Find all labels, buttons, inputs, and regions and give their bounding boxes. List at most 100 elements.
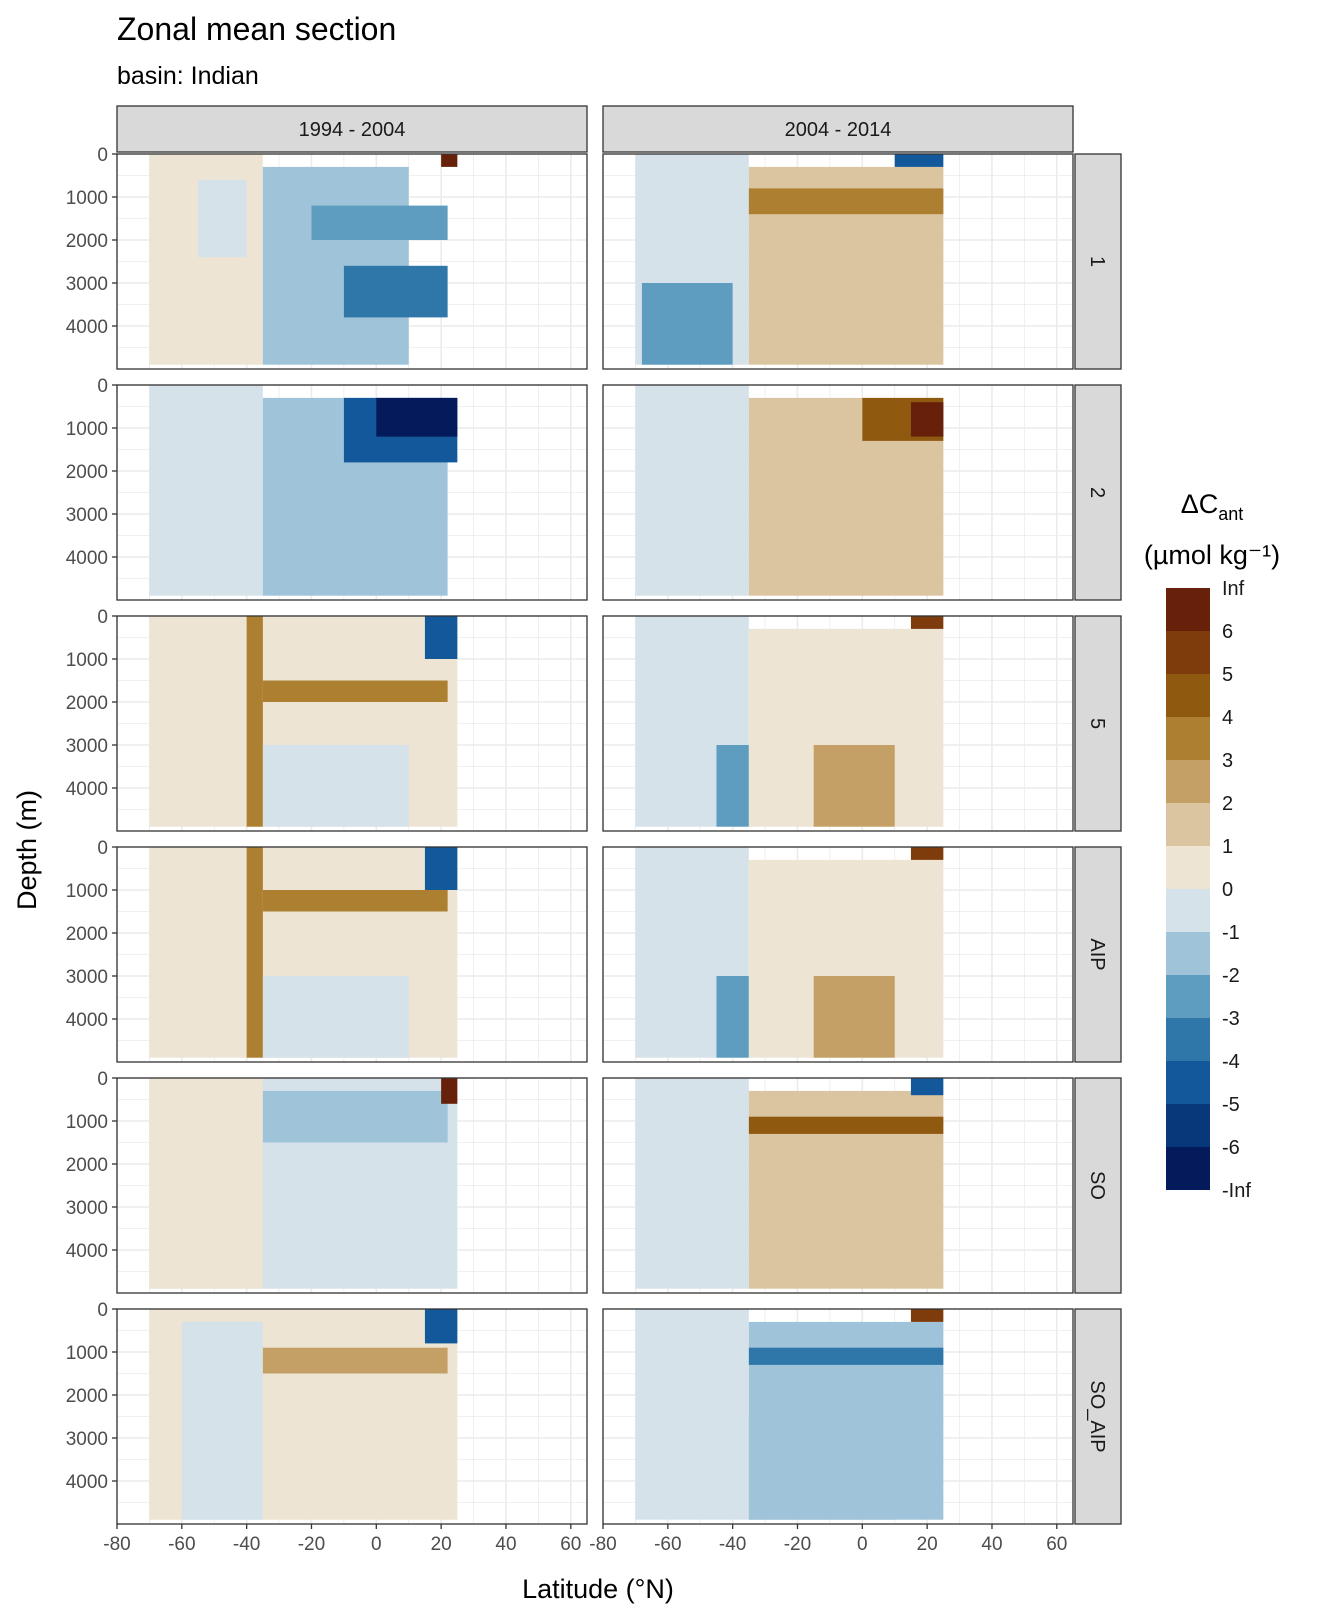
y-tick-label: 3000 — [66, 505, 108, 526]
y-tick-label: 0 — [97, 607, 108, 628]
data-field-6-to-Inf — [441, 154, 458, 167]
facet-strips: 1994 - 2004 2004 - 2014 1 2 5 AIP SO SO_AIP — [116, 105, 1122, 1525]
y-tick-label: 2000 — [66, 1386, 108, 1407]
facet-panel — [602, 384, 1074, 601]
legend-label: 2 — [1222, 793, 1233, 815]
data-field--1-to-0 — [635, 1078, 749, 1289]
data-field-5-to-6 — [910, 1309, 944, 1322]
y-tick-label: 3000 — [66, 1429, 108, 1450]
data-field-5-to-6 — [910, 616, 944, 629]
y-axis-title: Depth (m) — [12, 790, 42, 910]
y-tick-label: 0 — [97, 145, 108, 166]
panel-border — [116, 1077, 588, 1294]
legend-label: 6 — [1222, 621, 1233, 643]
legend-swatch — [1166, 1018, 1210, 1061]
strip-column — [602, 105, 1074, 153]
x-tick-label: -60 — [168, 1534, 195, 1555]
data-field-4-to-5 — [748, 1116, 944, 1134]
legend-units: (µmol kg⁻¹) — [1144, 540, 1280, 570]
y-tick-label: 2000 — [66, 462, 108, 483]
strip-row-label: SO — [1086, 1171, 1108, 1200]
panel-border — [602, 846, 1074, 1063]
panel-border — [116, 615, 588, 832]
legend-swatch — [1166, 1147, 1210, 1190]
legend-label: -Inf — [1222, 1180, 1251, 1202]
panel-border — [602, 1308, 1074, 1525]
data-field--3-to--2 — [641, 283, 733, 365]
x-tick-label: -20 — [298, 1534, 325, 1555]
data-field-6-to-Inf — [910, 402, 944, 437]
x-tick-label: 0 — [371, 1534, 382, 1555]
data-field--5-to--4 — [910, 1078, 944, 1096]
facet-panel — [116, 153, 588, 370]
x-tick-label: 20 — [431, 1534, 452, 1555]
facet-panel — [602, 846, 1074, 1063]
x-tick-label: 40 — [981, 1534, 1002, 1555]
data-field--5-to--4 — [424, 616, 458, 659]
facet-panel — [116, 1077, 588, 1294]
data-field--4-to--3 — [343, 265, 448, 318]
y-tick-label: 3000 — [66, 967, 108, 988]
facet-panel — [116, 846, 588, 1063]
data-field--1-to-0 — [262, 976, 409, 1058]
legend-swatch — [1166, 760, 1210, 803]
panel-border — [116, 153, 588, 370]
data-field--1-to-0 — [181, 1321, 263, 1520]
y-tick-label: 4000 — [66, 548, 108, 569]
x-tick-label: 60 — [1046, 1534, 1067, 1555]
y-tick-label: 0 — [97, 376, 108, 397]
data-field--5-to--4 — [894, 154, 944, 167]
data-field--4-to--3 — [748, 1347, 944, 1365]
y-tick-label: 0 — [97, 1069, 108, 1090]
panel-border — [602, 615, 1074, 832]
legend-label: -3 — [1222, 1008, 1240, 1030]
data-field-3-to-4 — [262, 680, 448, 702]
strip-row — [1074, 384, 1122, 601]
data-field-3-to-4 — [748, 188, 944, 215]
data-field--5-to--4 — [424, 1309, 458, 1344]
y-tick-label: 4000 — [66, 1241, 108, 1262]
panel-border — [602, 1077, 1074, 1294]
x-tick-label: -80 — [103, 1534, 130, 1555]
strip-row-label: AIP — [1086, 938, 1108, 970]
chart-subtitle: basin: Indian — [117, 62, 259, 90]
legend-swatch — [1166, 1061, 1210, 1104]
y-tick-label: 2000 — [66, 231, 108, 252]
y-tick-label: 4000 — [66, 779, 108, 800]
data-field--2-to--1 — [262, 1090, 448, 1143]
y-tick-label: 3000 — [66, 1198, 108, 1219]
data-field-2-to-3 — [813, 976, 895, 1058]
y-tick-label: 2000 — [66, 693, 108, 714]
strip-row-label: SO_AIP — [1086, 1380, 1108, 1452]
strip-row — [1074, 846, 1122, 1063]
chart-title: Zonal mean section — [117, 11, 396, 47]
legend-swatch — [1166, 631, 1210, 674]
data-field--3-to--2 — [716, 976, 749, 1058]
facet-panel — [602, 153, 1074, 370]
y-tick-label: 1000 — [66, 1112, 108, 1133]
data-field--3-to--2 — [311, 205, 448, 240]
x-tick-label: 20 — [917, 1534, 938, 1555]
strip-row — [1074, 1308, 1122, 1525]
data-field-6-to-Inf — [441, 1078, 458, 1104]
data-field--1-to-0 — [149, 385, 263, 596]
data-field--2-to--1 — [748, 1416, 895, 1520]
data-field--5-to--4 — [424, 847, 458, 890]
panel-border — [602, 384, 1074, 601]
legend-swatch — [1166, 803, 1210, 846]
legend-label: -6 — [1222, 1137, 1240, 1159]
legend-swatch — [1166, 717, 1210, 760]
panel-border — [116, 846, 588, 1063]
legend-label: 0 — [1222, 879, 1233, 901]
data-field-2-to-3 — [813, 745, 895, 827]
legend-swatch — [1166, 846, 1210, 889]
axes: 0100020003000400001000200030004000010002… — [12, 145, 1067, 1604]
facet-panel — [602, 615, 1074, 832]
facet-panel — [602, 1308, 1074, 1525]
legend-label: Inf — [1222, 578, 1245, 600]
legend-swatch — [1166, 674, 1210, 717]
data-field-0-to-1 — [149, 1078, 263, 1289]
data-field-5-to-6 — [910, 847, 944, 860]
y-tick-label: 2000 — [66, 1155, 108, 1176]
